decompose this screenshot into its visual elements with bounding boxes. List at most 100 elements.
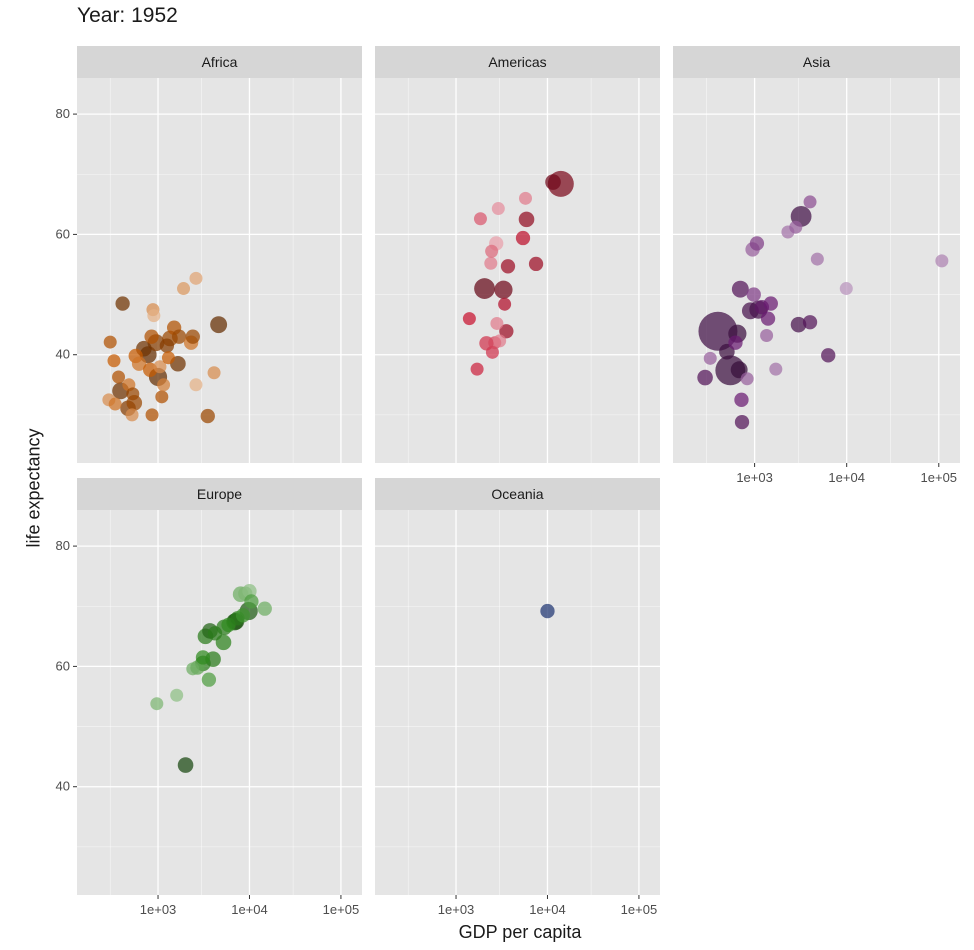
x-tick-label: 1e+04 bbox=[231, 902, 268, 917]
data-point-europe bbox=[201, 672, 217, 687]
x-tick-label: 1e+03 bbox=[438, 902, 475, 917]
x-tick-label: 1e+03 bbox=[736, 470, 773, 485]
data-point-africa bbox=[115, 296, 130, 311]
data-point-asia bbox=[821, 348, 836, 363]
data-point-africa bbox=[200, 408, 215, 424]
x-tick-label: 1e+04 bbox=[828, 470, 865, 485]
data-point-asia bbox=[728, 335, 743, 350]
data-point-americas bbox=[498, 297, 512, 311]
data-point-americas bbox=[462, 312, 476, 326]
data-point-americas bbox=[474, 278, 495, 299]
data-point-africa bbox=[161, 351, 175, 365]
data-point-americas bbox=[494, 280, 513, 299]
data-point-africa bbox=[171, 329, 187, 344]
strip-asia bbox=[673, 46, 960, 78]
data-point-asia bbox=[789, 220, 803, 234]
data-point-asia bbox=[760, 311, 776, 326]
data-point-asia bbox=[697, 369, 713, 386]
data-point-americas bbox=[515, 230, 531, 246]
strip-label-africa: Africa bbox=[202, 54, 238, 70]
panel-oceania bbox=[375, 510, 660, 895]
data-point-americas bbox=[499, 324, 514, 339]
x-tick-label: 1e+04 bbox=[529, 902, 566, 917]
data-point-asia bbox=[935, 254, 949, 268]
data-point-africa bbox=[207, 366, 221, 380]
data-point-americas bbox=[528, 256, 544, 272]
data-point-africa bbox=[131, 356, 147, 371]
data-point-asia bbox=[749, 236, 765, 251]
panel-asia bbox=[673, 78, 960, 463]
data-point-americas bbox=[493, 334, 507, 348]
x-tick-label: 1e+05 bbox=[921, 470, 958, 485]
data-point-africa bbox=[147, 309, 161, 323]
data-point-asia bbox=[734, 392, 749, 407]
data-point-americas bbox=[518, 191, 532, 205]
data-point-europe bbox=[170, 688, 184, 702]
data-point-africa bbox=[189, 378, 203, 392]
data-point-asia bbox=[769, 362, 783, 376]
data-point-asia bbox=[703, 351, 717, 365]
data-point-asia bbox=[790, 316, 807, 333]
data-point-oceania bbox=[540, 603, 555, 619]
data-point-asia bbox=[698, 311, 738, 351]
data-point-europe bbox=[235, 608, 251, 623]
data-point-africa bbox=[189, 271, 203, 285]
y-tick-label: 40 bbox=[56, 347, 70, 362]
data-point-americas bbox=[545, 174, 561, 190]
data-point-africa bbox=[159, 338, 175, 353]
panel-americas bbox=[375, 78, 660, 463]
data-point-americas bbox=[484, 256, 498, 270]
strip-europe bbox=[77, 478, 362, 510]
data-point-asia bbox=[746, 287, 761, 302]
data-point-africa bbox=[185, 329, 200, 344]
data-point-americas bbox=[491, 202, 505, 216]
data-point-africa bbox=[107, 354, 121, 368]
data-point-americas bbox=[470, 362, 484, 376]
y-tick-label: 60 bbox=[56, 658, 70, 673]
data-point-asia bbox=[839, 282, 853, 296]
data-point-africa bbox=[108, 397, 122, 411]
strip-label-asia: Asia bbox=[803, 54, 830, 70]
data-point-europe bbox=[177, 757, 194, 773]
data-point-asia bbox=[802, 315, 818, 330]
data-point-americas bbox=[473, 212, 487, 226]
data-point-asia bbox=[731, 280, 749, 298]
page-title: Year: 1952 bbox=[77, 4, 178, 27]
data-point-asia bbox=[734, 414, 750, 430]
data-point-europe bbox=[186, 662, 200, 676]
data-point-africa bbox=[157, 378, 171, 392]
data-point-americas bbox=[490, 316, 504, 330]
panel-africa bbox=[77, 78, 362, 463]
x-tick-label: 1e+05 bbox=[621, 902, 658, 917]
data-point-europe bbox=[244, 594, 259, 609]
data-point-europe bbox=[207, 626, 223, 641]
y-tick-label: 40 bbox=[56, 779, 70, 794]
data-point-africa bbox=[125, 408, 139, 422]
data-point-americas bbox=[500, 259, 516, 274]
strip-oceania bbox=[375, 478, 660, 510]
strip-americas bbox=[375, 46, 660, 78]
y-tick-label: 80 bbox=[56, 538, 70, 553]
data-point-asia bbox=[740, 372, 754, 386]
data-point-asia bbox=[803, 195, 817, 209]
strip-label-europe: Europe bbox=[197, 486, 242, 502]
x-tick-label: 1e+03 bbox=[140, 902, 177, 917]
y-axis-title: life expectancy bbox=[23, 428, 44, 548]
strip-africa bbox=[77, 46, 362, 78]
x-tick-label: 1e+05 bbox=[323, 902, 360, 917]
data-point-africa bbox=[155, 390, 169, 404]
data-point-asia bbox=[763, 296, 778, 311]
data-point-asia bbox=[760, 328, 774, 342]
y-tick-label: 80 bbox=[56, 106, 70, 121]
x-axis-title: GDP per capita bbox=[458, 922, 582, 942]
data-point-europe bbox=[195, 650, 211, 665]
data-point-americas bbox=[518, 211, 535, 228]
data-point-americas bbox=[485, 244, 499, 258]
data-point-africa bbox=[210, 316, 228, 334]
data-point-europe bbox=[150, 697, 164, 711]
data-point-europe bbox=[257, 601, 272, 616]
panel-europe bbox=[77, 510, 362, 895]
data-point-africa bbox=[126, 387, 140, 401]
